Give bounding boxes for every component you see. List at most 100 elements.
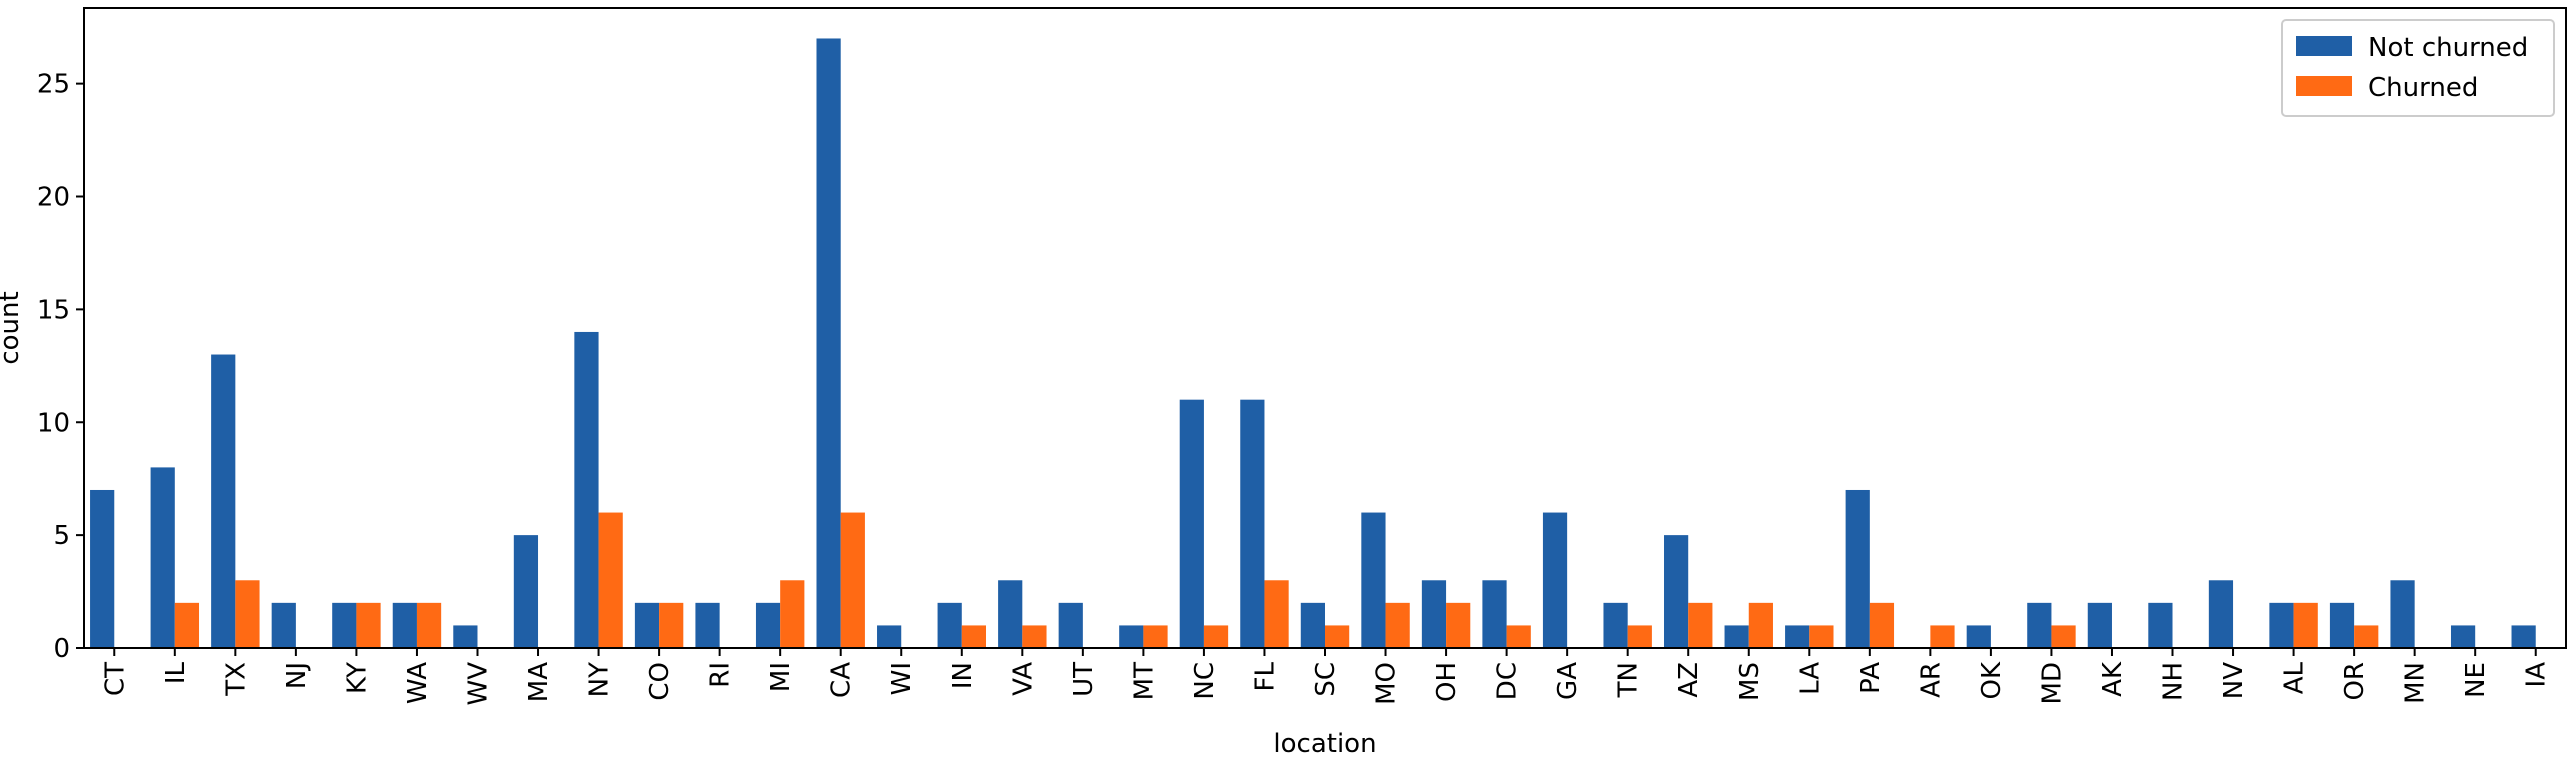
bar-churned-mi xyxy=(780,580,805,648)
bar-not-churned-nv xyxy=(2208,580,2234,648)
x-tick-label-wi: WI xyxy=(887,662,917,695)
bar-churned-az xyxy=(1688,602,1713,648)
bar-not-churned-in xyxy=(937,602,962,648)
x-tick-label-nj: NJ xyxy=(282,662,312,689)
x-tick-label-tn: TN xyxy=(1614,662,1644,698)
bar-churned-sc xyxy=(1325,625,1350,648)
bar-not-churned-ma xyxy=(513,535,539,648)
x-tick-label-ms: MS xyxy=(1735,662,1765,701)
bar-churned-pa xyxy=(1869,602,1895,648)
x-tick-label-mt: MT xyxy=(1129,662,1159,700)
bar-not-churned-ut xyxy=(1058,602,1083,648)
bar-not-churned-co xyxy=(634,602,660,648)
x-tick-label-ia: IA xyxy=(2522,662,2552,688)
bar-not-churned-ny xyxy=(574,331,599,648)
bar-not-churned-ms xyxy=(1724,625,1749,648)
legend-swatch-churned xyxy=(2296,76,2352,96)
legend-label-not-churned: Not churned xyxy=(2368,33,2528,63)
x-tick-label-il: IL xyxy=(161,661,191,684)
bar-churned-il xyxy=(174,602,200,648)
x-tick-label-al: AL xyxy=(2280,661,2310,694)
x-tick-label-mi: MI xyxy=(766,662,796,692)
x-tick-label-md: MD xyxy=(2037,662,2067,704)
x-tick-label-ga: GA xyxy=(1553,662,1583,700)
bar-not-churned-wi xyxy=(877,625,902,648)
x-tick-label-nc: NC xyxy=(1190,662,1220,700)
x-tick-label-tx: TX xyxy=(221,662,251,697)
x-tick-label-dc: DC xyxy=(1493,662,1523,700)
bar-not-churned-sc xyxy=(1300,602,1325,648)
bar-not-churned-nh xyxy=(2148,602,2173,648)
y-tick-label: 10 xyxy=(37,408,70,438)
y-tick-label: 25 xyxy=(37,70,70,100)
x-tick-label-sc: SC xyxy=(1311,662,1341,697)
bar-not-churned-al xyxy=(2269,602,2294,648)
bar-not-churned-ia xyxy=(2511,625,2536,648)
bar-not-churned-il xyxy=(150,467,175,648)
legend: Not churned Churned xyxy=(2281,19,2555,117)
x-tick-label-ma: MA xyxy=(524,662,554,702)
bar-not-churned-ky xyxy=(332,602,357,648)
bar-churned-in xyxy=(961,625,986,648)
bar-churned-wa xyxy=(416,602,442,648)
bar-not-churned-tx xyxy=(211,354,236,648)
y-tick-label: 15 xyxy=(37,295,70,325)
plot-frame xyxy=(83,7,2567,649)
x-tick-label-nv: NV xyxy=(2219,662,2249,699)
x-tick-label-ca: CA xyxy=(827,662,857,698)
x-tick-label-wa: WA xyxy=(403,662,433,704)
y-tick-label: 5 xyxy=(53,521,70,551)
bar-churned-co xyxy=(659,602,684,648)
x-tick-label-az: AZ xyxy=(1674,662,1704,698)
bar-not-churned-mo xyxy=(1361,512,1386,648)
x-axis-label: location xyxy=(1273,729,1376,758)
bar-not-churned-ca xyxy=(816,38,841,648)
bar-not-churned-mi xyxy=(755,602,781,648)
x-axis: CT IL TX NJ KY WA WV MA NY CO RI MI CA WI IN VA UT MT NC FL… xyxy=(100,648,2552,706)
bar-not-churned-ga xyxy=(1542,512,1568,648)
bar-churned-ky xyxy=(356,602,381,648)
x-tick-label-ky: KY xyxy=(342,662,372,694)
bar-churned-mo xyxy=(1385,602,1410,648)
x-tick-label-ny: NY xyxy=(585,662,615,697)
bar-not-churned-dc xyxy=(1482,580,1507,648)
x-tick-label-ri: RI xyxy=(706,662,736,688)
x-tick-label-in: IN xyxy=(948,662,978,689)
x-tick-label-mo: MO xyxy=(1372,662,1402,705)
bar-not-churned-wa xyxy=(392,602,417,648)
bar-churned-tn xyxy=(1627,625,1652,648)
bar-not-churned-oh xyxy=(1421,580,1447,648)
bar-churned-ms xyxy=(1748,602,1773,648)
bar-not-churned-or xyxy=(2329,602,2355,648)
bar-not-churned-ne xyxy=(2450,625,2476,648)
bar-churned-or xyxy=(2354,625,2379,648)
x-tick-label-pa: PA xyxy=(1856,662,1886,694)
x-tick-label-wv: WV xyxy=(463,662,493,706)
bar-not-churned-pa xyxy=(1845,489,1870,648)
bar-churned-ar xyxy=(1930,625,1955,648)
x-tick-label-ak: AK xyxy=(2098,661,2128,697)
bar-churned-nc xyxy=(1203,625,1229,648)
bar-not-churned-wv xyxy=(453,625,478,648)
x-tick-label-co: CO xyxy=(645,662,675,701)
legend-label-churned: Churned xyxy=(2368,73,2478,103)
bar-not-churned-mt xyxy=(1119,625,1144,648)
bar-not-churned-va xyxy=(998,580,1023,648)
x-tick-label-la: LA xyxy=(1795,662,1825,695)
x-tick-label-ar: AR xyxy=(1916,662,1946,698)
y-axis-label: count xyxy=(0,291,25,364)
x-tick-label-ok: OK xyxy=(1977,661,2007,699)
bar-churned-oh xyxy=(1446,602,1471,648)
legend-swatch-not-churned xyxy=(2296,36,2352,56)
bar-not-churned-tn xyxy=(1603,602,1628,648)
x-tick-label-nh: NH xyxy=(2159,662,2189,701)
bar-not-churned-md xyxy=(2027,602,2052,648)
y-tick-label: 20 xyxy=(37,183,70,213)
x-tick-label-ne: NE xyxy=(2461,662,2491,698)
bar-churned-al xyxy=(2293,602,2318,648)
x-tick-label-ct: CT xyxy=(100,662,130,696)
bar-churned-tx xyxy=(235,580,260,648)
bars-layer xyxy=(90,38,2536,648)
bar-not-churned-ak xyxy=(2087,602,2112,648)
